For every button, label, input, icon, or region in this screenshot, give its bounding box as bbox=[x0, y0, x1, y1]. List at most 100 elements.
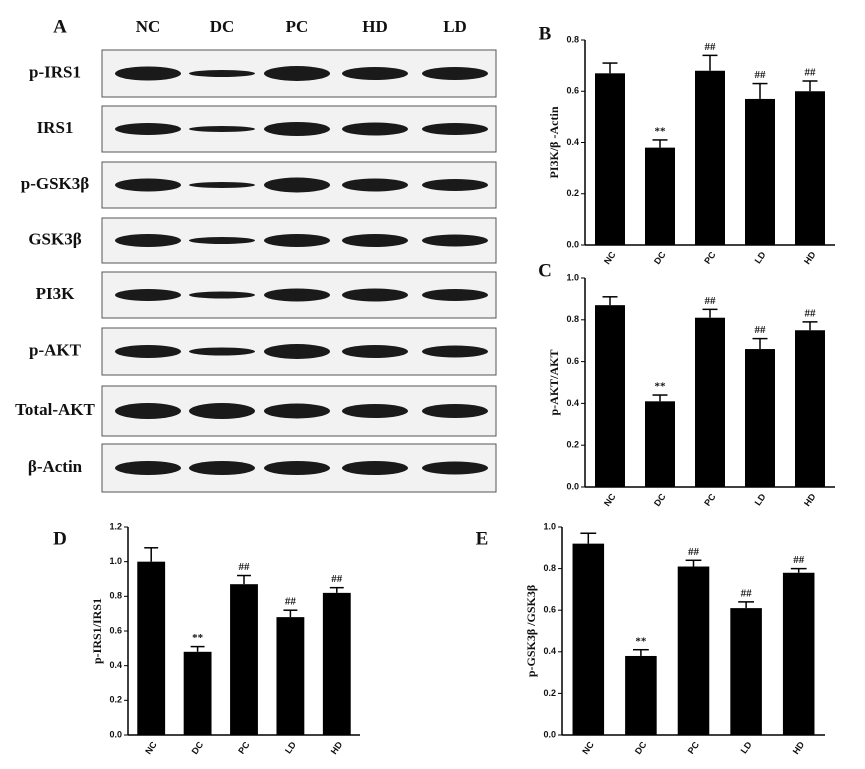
x-tick-label: DC bbox=[633, 739, 649, 756]
band bbox=[422, 123, 488, 135]
band bbox=[342, 178, 408, 192]
band bbox=[189, 461, 255, 475]
band bbox=[115, 234, 181, 247]
bar bbox=[645, 147, 675, 245]
band bbox=[264, 344, 330, 359]
error-bar bbox=[329, 586, 344, 593]
band bbox=[115, 289, 181, 301]
significance-label: ## bbox=[805, 307, 817, 319]
error-bar bbox=[790, 567, 807, 573]
lane-label: DC bbox=[210, 17, 235, 36]
bar bbox=[137, 561, 166, 735]
row-label: p-AKT bbox=[29, 340, 82, 359]
band bbox=[264, 403, 330, 419]
error-bar bbox=[702, 308, 718, 318]
significance-label: ** bbox=[655, 381, 667, 393]
band bbox=[189, 237, 255, 244]
error-bar bbox=[144, 547, 159, 562]
panel-label: D bbox=[53, 528, 67, 549]
error-bar bbox=[633, 648, 649, 656]
band bbox=[115, 123, 181, 135]
lane-label: PC bbox=[286, 17, 309, 36]
x-tick-label: HD bbox=[802, 491, 818, 508]
y-tick-label: 0.4 bbox=[566, 398, 579, 408]
y-tick-label: 0.2 bbox=[566, 188, 579, 198]
x-tick-label: HD bbox=[791, 739, 807, 756]
bar bbox=[276, 617, 305, 735]
band bbox=[189, 182, 255, 188]
x-tick-label: LD bbox=[739, 739, 754, 755]
error-bar bbox=[190, 645, 205, 652]
y-tick-label: 0.6 bbox=[566, 86, 579, 96]
y-tick-label: 1.2 bbox=[109, 521, 122, 531]
y-tick-label: 0.6 bbox=[566, 356, 579, 366]
band bbox=[264, 234, 330, 247]
bar bbox=[595, 305, 625, 487]
y-tick-label: 0.2 bbox=[109, 695, 122, 705]
band bbox=[342, 404, 408, 418]
x-tick-label: PC bbox=[686, 739, 702, 755]
x-tick-label: NC bbox=[143, 739, 159, 756]
bar bbox=[230, 584, 258, 735]
bar bbox=[595, 73, 625, 245]
x-tick-label: LD bbox=[753, 491, 768, 507]
x-tick-label: DC bbox=[652, 249, 668, 266]
band bbox=[115, 178, 181, 192]
bar bbox=[745, 349, 775, 487]
y-tick-label: 1.0 bbox=[109, 556, 122, 566]
band bbox=[422, 179, 488, 191]
panel-label: A bbox=[53, 16, 67, 37]
band bbox=[422, 404, 488, 418]
y-tick-label: 0.6 bbox=[543, 605, 556, 615]
lane-label: HD bbox=[362, 17, 388, 36]
x-tick-label: PC bbox=[236, 739, 252, 755]
significance-label: ## bbox=[793, 554, 805, 566]
bar bbox=[695, 70, 725, 245]
x-tick-label: LD bbox=[283, 739, 298, 755]
y-tick-label: 0.8 bbox=[566, 34, 579, 44]
error-bar bbox=[702, 54, 718, 71]
band bbox=[264, 122, 330, 136]
bar bbox=[730, 608, 762, 735]
significance-label: ## bbox=[705, 41, 717, 53]
significance-label: ## bbox=[331, 573, 343, 585]
y-tick-label: 0.4 bbox=[566, 137, 579, 147]
band bbox=[422, 345, 488, 358]
y-axis-label: p-AKT/AKT bbox=[547, 349, 561, 415]
row-label: GSK3β bbox=[28, 229, 81, 248]
band bbox=[189, 291, 255, 299]
x-tick-label: PC bbox=[702, 491, 718, 507]
panel-label: C bbox=[538, 260, 552, 281]
bar bbox=[183, 651, 212, 735]
band bbox=[342, 122, 408, 136]
error-bar bbox=[652, 139, 668, 148]
y-tick-label: 1.0 bbox=[543, 521, 556, 531]
lane-label: LD bbox=[443, 17, 467, 36]
x-tick-label: HD bbox=[329, 739, 345, 756]
significance-label: ## bbox=[705, 295, 717, 307]
y-tick-label: 0.8 bbox=[109, 591, 122, 601]
y-tick-label: 0.4 bbox=[109, 660, 122, 670]
significance-label: ## bbox=[239, 561, 251, 573]
significance-label: ## bbox=[688, 546, 700, 558]
row-label: PI3K bbox=[36, 284, 76, 303]
row-label: β-Actin bbox=[28, 457, 83, 476]
y-tick-label: 0.4 bbox=[543, 646, 556, 656]
x-tick-label: DC bbox=[190, 739, 206, 756]
band bbox=[264, 66, 330, 81]
error-bar bbox=[237, 574, 251, 585]
y-tick-label: 0.8 bbox=[543, 563, 556, 573]
y-tick-label: 0.2 bbox=[543, 688, 556, 698]
y-tick-label: 0.0 bbox=[543, 729, 556, 739]
significance-label: ## bbox=[755, 69, 767, 81]
band bbox=[342, 345, 408, 358]
band bbox=[264, 461, 330, 475]
bar bbox=[745, 98, 775, 245]
y-axis-label: p-IRS1/IRS1 bbox=[90, 598, 104, 664]
error-bar bbox=[602, 296, 618, 306]
y-tick-label: 0.2 bbox=[566, 440, 579, 450]
y-tick-label: 1.0 bbox=[566, 272, 579, 282]
row-label: p-GSK3β bbox=[21, 174, 90, 193]
x-tick-label: PC bbox=[702, 249, 718, 265]
